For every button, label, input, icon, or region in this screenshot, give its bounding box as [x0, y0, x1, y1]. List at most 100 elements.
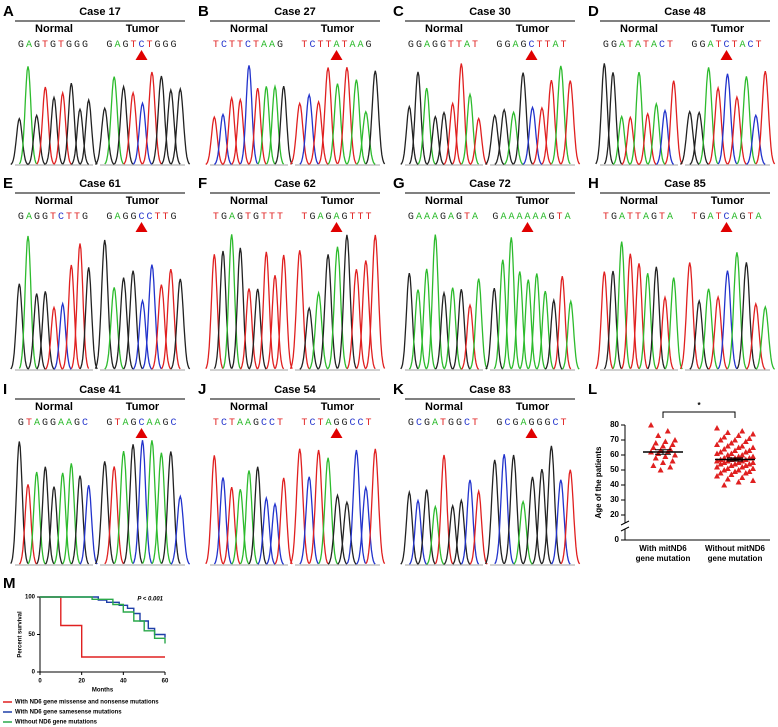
trace-peak	[308, 290, 329, 370]
data-point	[724, 465, 731, 471]
mutation-marker	[135, 222, 148, 232]
tumor-label: Tumor	[126, 195, 160, 207]
trace-peak	[544, 297, 563, 370]
mutation-marker	[521, 222, 534, 232]
trace-peak	[612, 241, 631, 369]
data-point	[732, 447, 738, 453]
survival-curve	[40, 596, 165, 658]
data-point	[739, 474, 746, 480]
trace-peak	[299, 306, 319, 370]
x-tick-label: Without mitND6	[705, 544, 765, 553]
trace-peak	[337, 500, 357, 565]
trace-peak	[408, 498, 428, 565]
data-point	[739, 428, 746, 434]
trace-peak	[689, 110, 709, 165]
data-point	[721, 459, 728, 465]
significance: *	[697, 401, 701, 410]
data-point	[714, 425, 720, 431]
sequence: GAAAGAGTA	[408, 212, 480, 223]
trace-peak	[104, 287, 125, 370]
normal-label: Normal	[230, 23, 268, 35]
trace-peak	[550, 65, 571, 165]
trace-peak	[346, 269, 367, 370]
data-point	[652, 440, 659, 446]
trace-peak	[151, 75, 172, 165]
sequence: GCGATGGCT	[408, 418, 480, 429]
panel-letter: H	[588, 175, 599, 192]
trace-peak	[79, 267, 98, 370]
trace-peak	[736, 76, 757, 165]
data-point	[746, 461, 753, 467]
panel-letter: J	[198, 381, 206, 398]
panel-title: Case 61	[79, 178, 121, 190]
trace-peak	[655, 108, 675, 165]
trace-peak	[53, 301, 72, 370]
data-point	[721, 467, 728, 473]
panel-title: Case 17	[79, 6, 121, 18]
tumor-label: Tumor	[516, 195, 550, 207]
trace-peak	[239, 65, 259, 165]
tumor-label: Tumor	[126, 401, 160, 413]
data-point	[657, 467, 664, 473]
y-axis-label: Age of the patients	[594, 446, 603, 519]
trace-peak	[510, 271, 529, 370]
data-point	[742, 470, 749, 476]
sequence: GAGGCCTTG	[106, 212, 178, 223]
panel-title: Case 83	[469, 384, 511, 396]
trace-peak	[532, 468, 552, 565]
trace-peak	[452, 498, 471, 565]
mutation-marker	[720, 50, 733, 60]
trace-peak	[400, 104, 419, 165]
data-point	[717, 470, 724, 476]
panel-letter: F	[198, 175, 207, 192]
trace-peak	[503, 110, 524, 165]
tumor-label: Tumor	[321, 401, 355, 413]
data-point	[672, 452, 678, 458]
mutation-marker	[135, 428, 148, 438]
data-point	[739, 443, 746, 449]
trace-peak	[205, 254, 224, 369]
sequence: TCTTCTAAG	[213, 40, 285, 51]
trace-peak	[513, 499, 533, 565]
y-tick-label: 30	[610, 495, 619, 504]
trace-peak	[274, 254, 293, 369]
trace-peak	[142, 440, 162, 564]
trace-peak	[222, 95, 241, 165]
data-point	[660, 459, 666, 465]
data-point	[721, 434, 728, 440]
panel-letter: M	[3, 575, 16, 592]
trace-peak	[494, 454, 515, 565]
legend-label: With ND6 gene samesense mutations	[15, 710, 122, 716]
trace-peak	[664, 80, 683, 165]
sequence: GTAGGAAGC	[18, 418, 90, 429]
data-point	[739, 464, 746, 470]
y-tick-label: 0	[32, 670, 36, 676]
y-tick-label: 60	[610, 450, 619, 459]
tumor-label: Tumor	[516, 401, 550, 413]
trace-peak	[755, 70, 776, 165]
trace-peak	[113, 84, 134, 165]
trace-peak	[318, 457, 338, 565]
trace-peak	[746, 301, 766, 370]
mutation-marker	[525, 50, 538, 60]
trace-peak	[460, 303, 480, 370]
trace-peak	[104, 76, 125, 165]
trace-peak	[417, 87, 436, 165]
normal-label: Normal	[425, 23, 463, 35]
axis-break	[620, 526, 630, 532]
trace-peak	[170, 86, 191, 165]
data-point	[735, 479, 742, 485]
trace-peak	[408, 71, 428, 165]
data-point	[648, 422, 654, 428]
trace-peak	[595, 63, 614, 165]
panel-letter: K	[393, 381, 404, 398]
trace-peak	[257, 495, 276, 565]
panel-title: Case 48	[664, 6, 706, 18]
data-point	[746, 468, 753, 474]
data-point	[750, 459, 756, 465]
trace-peak	[595, 271, 614, 370]
trace-peak	[289, 250, 310, 370]
data-point	[714, 450, 720, 456]
x-tick-label: 60	[162, 679, 169, 685]
